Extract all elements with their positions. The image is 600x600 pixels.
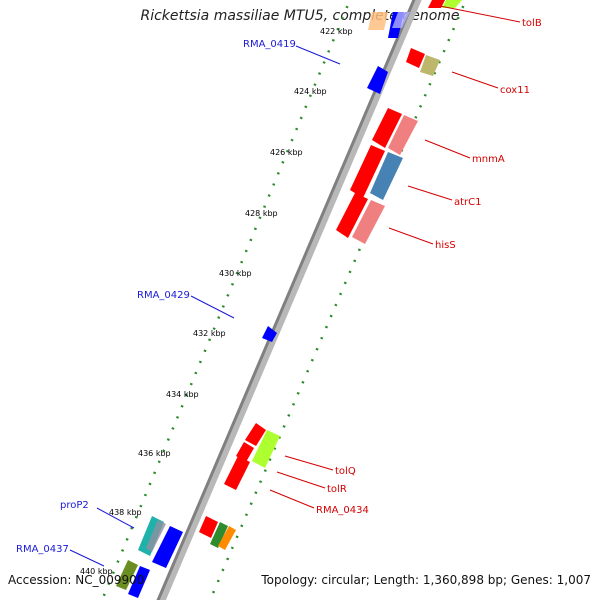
gene-label-rma0419[interactable]: RMA_0419 <box>243 39 296 50</box>
gene-arrow[interactable] <box>350 145 385 198</box>
gene-arrow[interactable] <box>367 66 388 94</box>
gene-arrow[interactable] <box>442 0 462 8</box>
genome-summary: Topology: circular; Length: 1,360,898 bp… <box>261 573 591 587</box>
gene-arrow[interactable] <box>128 566 150 598</box>
gene-arrow[interactable] <box>210 522 228 548</box>
tick-label-424: 424 kbp <box>294 87 327 96</box>
gene-arrow[interactable] <box>199 516 218 538</box>
leader-line <box>276 471 326 489</box>
tick-label-440: 440 kbp <box>80 567 113 576</box>
leader-line <box>439 5 521 23</box>
gene-arrow[interactable] <box>262 326 277 342</box>
gene-arrow[interactable] <box>218 526 236 550</box>
gene-arrow[interactable] <box>352 200 385 244</box>
gene-label-tolr[interactable]: tolR <box>327 484 347 495</box>
leader-line <box>190 295 235 319</box>
gene-label-mnma[interactable]: mnmA <box>472 154 505 165</box>
tick-label-422: 422 kbp <box>320 27 353 36</box>
tick-label-426: 426 kbp <box>270 148 303 157</box>
backbone <box>156 0 416 600</box>
gene-label-rma0434[interactable]: RMA_0434 <box>316 505 369 516</box>
gene-label-hiss[interactable]: hisS <box>435 240 456 251</box>
leader-line <box>284 455 334 471</box>
gene-arrow[interactable] <box>372 108 402 148</box>
leader-line <box>388 227 434 245</box>
gene-label-atrc1[interactable]: atrC1 <box>454 197 482 208</box>
inner-dotted-ring <box>208 0 468 600</box>
gene-arrow[interactable] <box>336 193 368 238</box>
tick-label-428: 428 kbp <box>245 209 278 218</box>
gene-arrow[interactable] <box>370 152 403 200</box>
gene-arrow[interactable] <box>236 442 254 462</box>
gene-arrow[interactable] <box>406 48 425 68</box>
tick-label-430: 430 kbp <box>219 269 252 278</box>
tick-label-432: 432 kbp <box>193 329 226 338</box>
gene-arrow[interactable] <box>420 55 440 76</box>
leader-line <box>269 489 315 509</box>
leader-line <box>96 507 135 529</box>
gene-arrow[interactable] <box>146 520 166 552</box>
gene-arrow[interactable] <box>368 12 388 30</box>
gene-label-prop2[interactable]: proP2 <box>60 500 89 511</box>
gene-arrow[interactable] <box>116 560 138 590</box>
gene-label-tolb[interactable]: tolB <box>522 18 542 29</box>
leader-line <box>295 45 341 65</box>
gene-label-cox11[interactable]: cox11 <box>500 85 530 96</box>
leader-line <box>69 549 105 567</box>
tick-label-434: 434 kbp <box>166 390 199 399</box>
leader-line <box>407 185 453 201</box>
gene-label-rma0429[interactable]: RMA_0429 <box>137 290 190 301</box>
gene-arrow[interactable] <box>224 456 250 490</box>
gene-arrow[interactable] <box>252 430 280 468</box>
tick-label-438: 438 kbp <box>109 508 142 517</box>
backbone-shadow <box>158 0 422 600</box>
gene-arrow[interactable] <box>245 423 266 446</box>
accession-text: Accession: NC_009900 <box>8 573 145 587</box>
tick-label-436: 436 kbp <box>138 449 171 458</box>
gene-label-tolq[interactable]: tolQ <box>335 466 356 477</box>
leader-line <box>424 139 471 159</box>
leader-line <box>451 71 499 89</box>
gene-arrow[interactable] <box>392 12 410 28</box>
gene-label-rma0437[interactable]: RMA_0437 <box>16 544 69 555</box>
gene-arrow[interactable] <box>152 526 183 568</box>
gene-arrow[interactable] <box>388 115 418 155</box>
